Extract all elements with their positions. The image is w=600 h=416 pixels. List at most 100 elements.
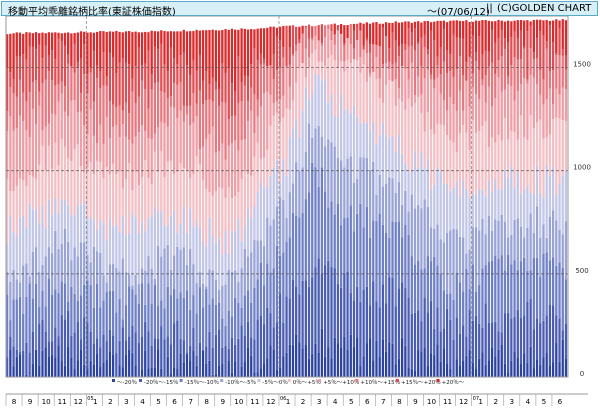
bar-segment — [356, 337, 359, 377]
bar-segment — [230, 197, 234, 232]
bar-segment — [278, 367, 282, 377]
bar-segment — [484, 196, 487, 235]
bar-segment — [118, 232, 121, 272]
bar-segment — [378, 46, 381, 79]
bar-segment — [449, 230, 452, 294]
bar-segment — [352, 48, 356, 60]
bar-segment — [327, 139, 330, 208]
bar-segment — [185, 354, 189, 377]
bar-segment — [150, 184, 153, 217]
bar-segment — [169, 295, 173, 345]
bar-segment — [201, 307, 205, 351]
bar-segment — [445, 73, 449, 111]
bar-segment — [266, 91, 269, 150]
bar-segment — [60, 93, 63, 139]
bar-segment — [99, 31, 102, 71]
bar-segment — [288, 298, 291, 345]
bar-segment — [487, 86, 491, 148]
bar-segment — [465, 20, 468, 62]
bar-segment — [57, 84, 60, 102]
bar-segment — [250, 355, 253, 377]
bar-segment — [38, 164, 41, 223]
bar-segment — [500, 56, 503, 92]
bar-segment — [153, 284, 157, 339]
bar-segment — [118, 62, 121, 106]
bar-segment — [6, 68, 9, 112]
bar-segment — [368, 338, 372, 377]
bar-segment — [9, 216, 12, 282]
bar-segment — [462, 360, 465, 377]
bar-segment — [124, 354, 128, 377]
bar-segment — [102, 31, 105, 53]
bar-segment — [205, 189, 208, 247]
bar-segment — [201, 350, 205, 377]
bar-segment — [105, 282, 108, 292]
bar-segment — [474, 368, 478, 377]
bar-segment — [6, 294, 9, 358]
bar-segment — [250, 87, 253, 111]
bar-segment — [76, 205, 79, 257]
bar-segment — [41, 130, 44, 146]
bar-segment — [298, 217, 301, 295]
bar-segment — [140, 80, 144, 126]
bar-segment — [221, 318, 224, 349]
bar-segment — [372, 44, 375, 72]
bar-segment — [500, 20, 503, 31]
bar-segment — [468, 22, 471, 57]
bar-segment — [70, 33, 73, 67]
bar-segment — [63, 146, 67, 200]
bar-segment — [224, 325, 227, 346]
bar-segment — [394, 192, 397, 222]
bar-segment — [182, 340, 185, 363]
bar-segment — [15, 96, 18, 129]
bar-segment — [134, 332, 137, 366]
bar-segment — [307, 192, 311, 287]
bar-segment — [70, 161, 73, 216]
x-month-label: 11 — [250, 397, 259, 406]
bar-segment — [240, 308, 243, 326]
bar-segment — [372, 281, 375, 361]
bar-segment — [192, 93, 195, 123]
bar-segment — [349, 334, 352, 377]
bar-segment — [484, 264, 487, 304]
bar-segment — [131, 289, 134, 327]
bar-segment — [346, 25, 349, 39]
bar-segment — [503, 169, 507, 222]
bar-segment — [468, 249, 471, 289]
bar-segment — [401, 65, 404, 102]
bar-segment — [542, 79, 545, 105]
bar-segment — [134, 136, 137, 172]
bar-segment — [343, 61, 346, 72]
bar-segment — [131, 212, 134, 286]
bar-segment — [500, 344, 503, 377]
bar-segment — [67, 63, 70, 116]
bar-segment — [532, 58, 535, 78]
bar-segment — [147, 218, 150, 257]
bar-segment — [352, 23, 356, 31]
bar-segment — [301, 167, 304, 213]
bar-segment — [131, 285, 134, 290]
bar-segment — [285, 25, 288, 67]
bar-segment — [523, 20, 526, 47]
bar-segment — [506, 254, 510, 313]
bar-segment — [282, 200, 285, 253]
bar-segment — [320, 24, 324, 44]
bar-segment — [304, 280, 307, 345]
bar-segment — [205, 246, 208, 287]
bar-segment — [118, 271, 121, 299]
bar-segment — [417, 310, 420, 350]
bar-segment — [526, 83, 529, 140]
bar-segment — [15, 32, 18, 57]
bar-segment — [298, 43, 301, 68]
bar-segment — [44, 126, 47, 171]
bar-segment — [465, 336, 468, 356]
legend-item: -15％〜-10％ — [185, 379, 220, 386]
bar-segment — [108, 53, 112, 101]
bar-segment — [44, 33, 47, 46]
bar-segment — [86, 167, 89, 220]
bar-segment — [182, 297, 185, 341]
bar-segment — [320, 61, 324, 81]
bar-segment — [18, 115, 22, 179]
bar-segment — [259, 263, 263, 316]
bar-segment — [92, 135, 96, 175]
